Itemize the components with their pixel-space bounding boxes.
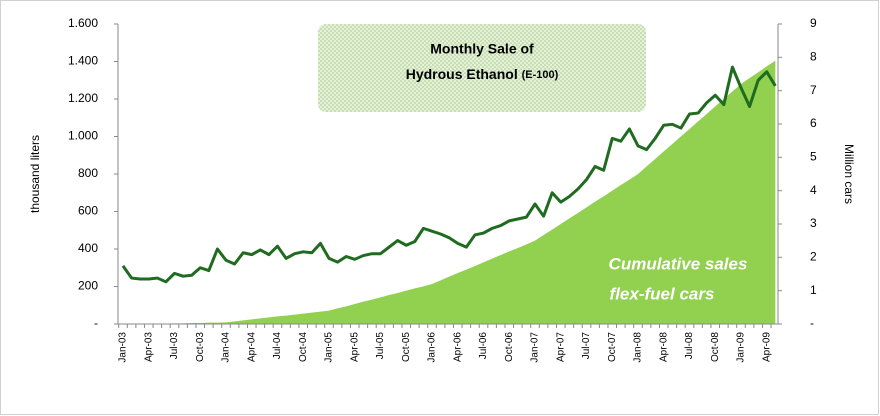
y-axis-label: thousand liters [28, 135, 42, 213]
x-tick-label: Jul-07 [581, 332, 592, 360]
x-tick-label: Apr-03 [143, 332, 154, 362]
plot-area: - 200 400 600 800 1.000 1.200 1.400 1.600 - 1 2 3 4 5 6… [68, 16, 817, 362]
chart-title: Hydrous Ethanol (E-100) [406, 66, 559, 82]
y2-tick-label: 1 [810, 283, 817, 297]
x-tick-label: Apr-05 [349, 332, 360, 362]
y2-tick-label: 6 [810, 116, 817, 130]
x-tick-label: Oct-07 [607, 332, 618, 362]
y-tick-label: - [94, 316, 98, 330]
y2-tick-label: 8 [810, 50, 817, 64]
y2-tick-label: - [810, 316, 814, 330]
x-tick-label: Apr-04 [246, 332, 257, 362]
y-tick-label: 600 [78, 204, 98, 218]
chart-title: (E-100) [522, 69, 559, 81]
area [123, 60, 776, 325]
x-tick-label: Jan-04 [221, 332, 232, 363]
x-tick-label: Apr-09 [761, 332, 772, 362]
y2-axis-label: Million cars [842, 144, 856, 204]
chart-title: Monthly Sale of [430, 41, 534, 57]
y2-tick-label: 4 [810, 183, 817, 197]
y-tick-label: 400 [78, 241, 98, 255]
y2-tick-label: 5 [810, 150, 817, 164]
y2-tick-label: 3 [810, 216, 817, 230]
y-tick-label: 1.000 [68, 129, 98, 143]
x-tick-label: Jan-08 [633, 332, 644, 363]
y-tick-label: 1.600 [68, 16, 98, 30]
x-tick-label: Oct-06 [504, 332, 515, 362]
x-tick-label: Jul-04 [272, 332, 283, 360]
y2-tick-label: 2 [810, 250, 817, 264]
annotation: flex-fuel cars [610, 284, 715, 303]
x-tick-label: Oct-08 [710, 332, 721, 362]
x-tick-label: Oct-05 [401, 332, 412, 362]
x-tick-label: Oct-04 [298, 332, 309, 362]
title-box [318, 24, 646, 112]
y2-tick-label: 9 [810, 16, 817, 30]
x-tick-label: Jan-07 [530, 332, 541, 363]
y-tick-label: 1.400 [68, 54, 98, 68]
x-tick-label: Jul-03 [169, 332, 180, 360]
x-tick-label: Jul-08 [684, 332, 695, 360]
x-tick-label: Jan-03 [118, 332, 129, 363]
x-tick-label: Jul-05 [375, 332, 386, 360]
annotation: Cumulative sales [609, 254, 748, 273]
y-tick-label: 200 [78, 279, 98, 293]
x-tick-label: Oct-03 [195, 332, 206, 362]
x-tick-label: Apr-06 [452, 332, 463, 362]
x-tick-label: Apr-08 [658, 332, 669, 362]
y-tick-label: 1.200 [68, 91, 98, 105]
y-tick-label: 800 [78, 166, 98, 180]
x-tick-label: Jan-09 [736, 332, 747, 363]
x-tick-label: Jan-05 [324, 332, 335, 363]
y2-tick-label: 7 [810, 83, 817, 97]
x-tick-label: Apr-07 [555, 332, 566, 362]
line [121, 65, 777, 284]
x-tick-label: Jul-06 [478, 332, 489, 360]
chart-title: Hydrous Ethanol [406, 66, 518, 82]
x-tick-label: Jan-06 [427, 332, 438, 363]
